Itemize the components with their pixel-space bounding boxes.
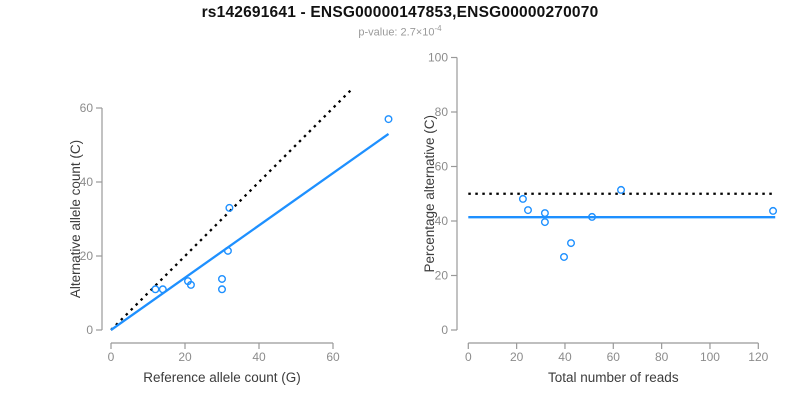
x-tick-label: 60	[326, 350, 340, 364]
data-point	[225, 203, 234, 212]
x-tick-label: 40	[558, 350, 572, 364]
data-point	[151, 285, 160, 294]
p-value-subtitle: p-value: 2.7×10-4	[0, 24, 800, 39]
y-tick-label: 80	[435, 105, 449, 119]
x-tick-label: 60	[607, 350, 621, 364]
x-tick-label: 0	[108, 350, 115, 364]
x-axis-title: Total number of reads	[548, 370, 679, 385]
right-plot: 0 20 40 60 80 100 0 20 40 60 80 100 120 Total number …	[422, 51, 778, 385]
y-axis-title: Alternative allele count (C)	[68, 140, 83, 298]
data-point	[560, 252, 569, 261]
data-point	[217, 274, 226, 283]
data-point	[384, 115, 393, 124]
identity-line	[110, 88, 353, 331]
data-point	[540, 209, 549, 218]
y-tick-label: 0	[86, 323, 93, 337]
data-point	[217, 285, 226, 294]
y-axis-title: Percentage alternative (C)	[422, 115, 437, 273]
p-value-exponent: -4	[434, 24, 442, 33]
y-tick-label: 20	[80, 249, 94, 263]
x-tick-label: 20	[510, 350, 524, 364]
x-tick-label: 120	[748, 350, 768, 364]
x-tick-label: 0	[465, 350, 472, 364]
x-tick-label: 40	[252, 350, 266, 364]
data-point	[158, 285, 167, 294]
data-point	[186, 280, 195, 289]
x-tick-label: 100	[700, 350, 720, 364]
data-point	[518, 194, 527, 203]
data-point	[567, 239, 576, 248]
y-tick-label: 20	[435, 269, 449, 283]
y-tick-label: 100	[428, 51, 448, 65]
left-plot: 0 20 40 60 0 20 40 60 Reference allele count (G)…	[68, 88, 393, 385]
data-point	[540, 218, 549, 227]
y-tick-label: 40	[435, 214, 449, 228]
p-value-text: p-value: 2.7×10	[358, 26, 435, 39]
y-tick-label: 60	[435, 160, 449, 174]
data-point	[588, 212, 597, 221]
y-tick-label: 60	[80, 101, 94, 115]
data-point	[769, 206, 778, 215]
fit-line	[110, 132, 390, 331]
x-tick-label: 80	[655, 350, 669, 364]
x-axis-title: Reference allele count (G)	[143, 370, 301, 385]
y-tick-label: 0	[441, 323, 448, 337]
data-point	[523, 206, 532, 215]
x-tick-label: 20	[178, 350, 192, 364]
y-tick-label: 40	[80, 175, 94, 189]
data-point	[223, 246, 232, 255]
data-point	[617, 185, 626, 194]
page-title: rs142691641 - ENSG00000147853,ENSG000002…	[201, 4, 599, 21]
